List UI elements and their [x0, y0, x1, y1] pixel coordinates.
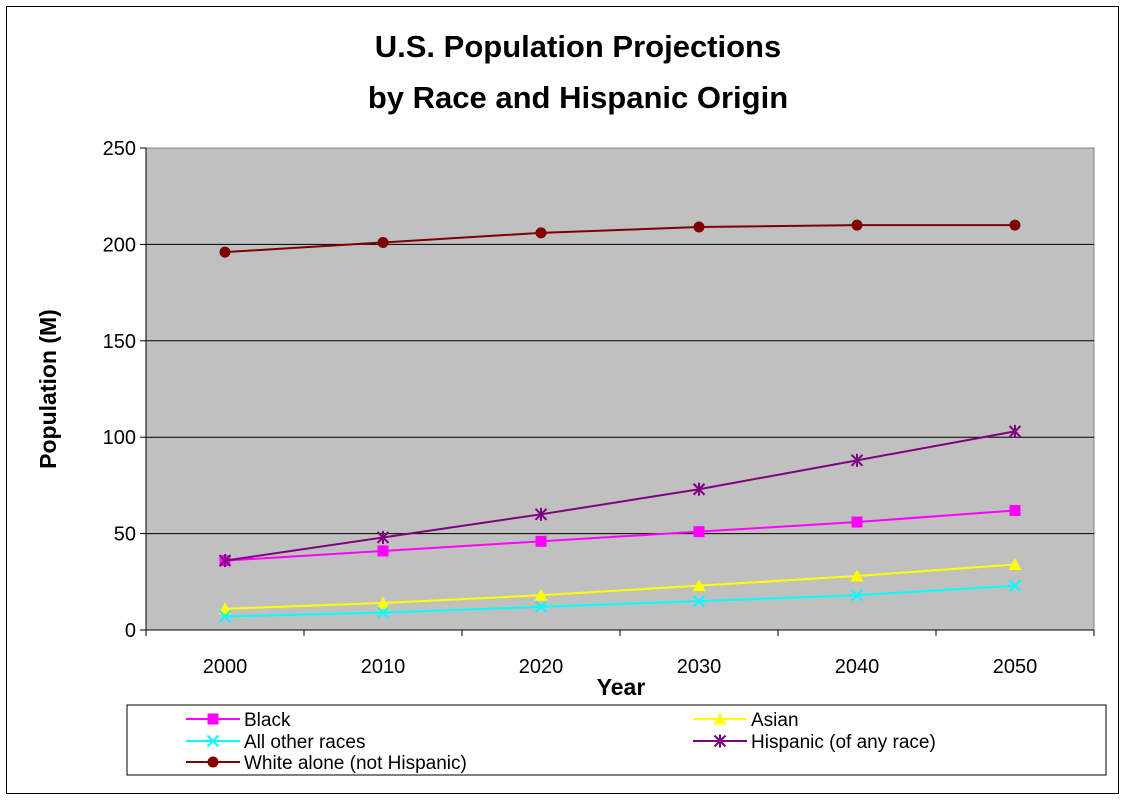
- legend: Black Asian All other races Hispanic (of an…: [186, 710, 936, 774]
- point-all-other-races-3: [692, 594, 706, 608]
- legend-label: Black: [244, 710, 291, 731]
- series-all-other-races: [218, 579, 1022, 623]
- point-asian-4: [850, 569, 864, 582]
- point-white-alone-not-hispanic-2: [535, 227, 547, 239]
- legend-box: [126, 704, 1107, 776]
- series-white-alone-not-hispanic: [219, 219, 1021, 258]
- y-tick-label: 250: [103, 138, 136, 160]
- y-axis: 0 50 100 150 200 250: [103, 138, 147, 642]
- legend-item-black: Black: [186, 710, 291, 731]
- series-layer: [218, 219, 1022, 623]
- x-tick-label: 2020: [519, 656, 564, 678]
- series-line-white-alone-not-hispanic: [224, 224, 1015, 254]
- legend-label: All other races: [244, 732, 365, 753]
- point-all-other-races-5: [1008, 579, 1022, 592]
- point-all-other-races-1: [376, 606, 390, 619]
- chart-title-line-1: U.S. Population Projections: [375, 29, 781, 64]
- point-all-other-races-2: [534, 600, 548, 614]
- x-tick-label: 2000: [203, 656, 248, 678]
- legend-marker-hispanic-of-any-race: [713, 734, 727, 748]
- legend-item-all-other-races: All other races: [186, 732, 365, 753]
- y-tick-label: 100: [103, 427, 136, 449]
- point-asian-3: [692, 579, 706, 592]
- y-tick-label: 50: [114, 524, 136, 546]
- x-tick-label: 2030: [677, 656, 722, 678]
- legend-label: Asian: [751, 710, 799, 731]
- legend-marker-asian: [713, 712, 727, 725]
- legend-marker-all-other-races: [206, 734, 220, 748]
- legend-marker-white-alone-not-hispanic: [207, 756, 219, 768]
- point-white-alone-not-hispanic-5: [1009, 219, 1021, 231]
- x-axis: 2000 2010 2020 2030 2040 2050: [145, 629, 1095, 678]
- series-hispanic-of-any-race: [218, 424, 1022, 568]
- point-black-3: [693, 526, 705, 538]
- x-axis-title: Year: [597, 674, 646, 700]
- point-asian-1: [376, 596, 390, 609]
- point-hispanic-of-any-race-4: [850, 453, 864, 467]
- gridlines: [146, 243, 1094, 535]
- legend-label: Hispanic (of any race): [751, 732, 936, 753]
- legend-label: White alone (not Hispanic): [244, 753, 467, 774]
- point-black-1: [377, 545, 389, 557]
- point-hispanic-of-any-race-5: [1008, 424, 1022, 438]
- point-hispanic-of-any-race-1: [376, 530, 390, 544]
- point-asian-2: [534, 588, 548, 601]
- chart-title-line-2: by Race and Hispanic Origin: [368, 80, 788, 115]
- point-all-other-races-0: [218, 610, 232, 623]
- legend-item-asian: Asian: [693, 710, 799, 731]
- point-white-alone-not-hispanic-1: [377, 236, 389, 248]
- x-tick-label: 2040: [835, 656, 880, 678]
- series-line-all-other-races: [224, 584, 1016, 618]
- series-line-asian: [224, 563, 1016, 610]
- x-tick-label: 2050: [993, 656, 1038, 678]
- series-line-hispanic-of-any-race: [224, 430, 1016, 562]
- legend-item-hispanic-of-any-race: Hispanic (of any race): [693, 732, 936, 753]
- series-asian: [218, 557, 1022, 615]
- legend-item-white-alone-not-hispanic: White alone (not Hispanic): [186, 753, 467, 774]
- point-asian-5: [1008, 557, 1022, 570]
- point-white-alone-not-hispanic-3: [693, 221, 705, 233]
- point-white-alone-not-hispanic-0: [219, 246, 231, 258]
- y-tick-label: 150: [103, 331, 136, 353]
- y-tick-label: 0: [125, 620, 136, 642]
- point-black-5: [1009, 504, 1021, 516]
- series-line-black: [224, 509, 1016, 562]
- point-hispanic-of-any-race-2: [534, 507, 548, 521]
- x-tick-label: 2010: [361, 656, 406, 678]
- point-hispanic-of-any-race-0: [218, 554, 232, 568]
- point-black-4: [851, 516, 863, 528]
- point-hispanic-of-any-race-3: [692, 482, 706, 496]
- y-axis-title: Population (M): [35, 309, 61, 469]
- point-all-other-races-4: [850, 589, 864, 602]
- y-tick-label: 200: [103, 234, 136, 256]
- point-black-2: [535, 535, 547, 547]
- point-asian-0: [218, 602, 232, 615]
- legend-marker-black: [207, 713, 219, 725]
- point-white-alone-not-hispanic-4: [851, 219, 863, 231]
